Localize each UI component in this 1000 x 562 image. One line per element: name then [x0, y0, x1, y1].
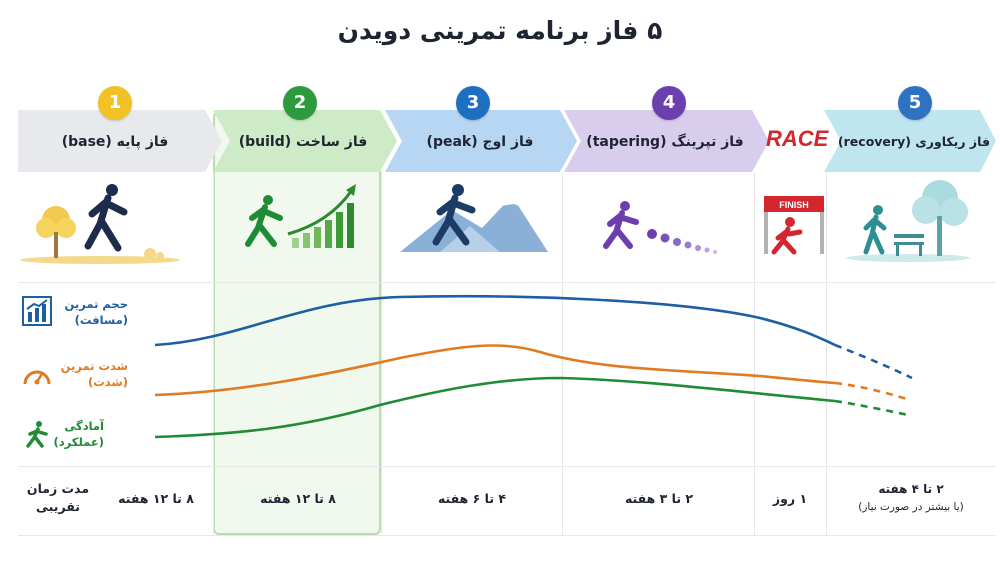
- tapering-illustration: [603, 201, 717, 254]
- phase-arrow-peak: [385, 110, 577, 172]
- duration-race: ۱ روز: [772, 491, 808, 506]
- fitness-curve-projection: [834, 399, 909, 417]
- grid-divider: [754, 172, 755, 536]
- grid-divider: [18, 535, 996, 536]
- runner-icon: [26, 421, 48, 448]
- phase-number-build: 2: [283, 86, 317, 120]
- phase-number-peak: 3: [456, 86, 490, 120]
- duration-peak: ۴ تا ۶ هفته: [437, 491, 507, 506]
- grid-divider: [18, 466, 996, 467]
- intensity-subtitle: (شدت): [87, 375, 128, 389]
- grid-divider: [826, 172, 827, 536]
- speedometer-icon: [23, 370, 51, 385]
- duration-base: ۸ تا ۱۲ هفته: [118, 491, 194, 506]
- duration-recovery-line1: ۲ تا ۴ هفته: [878, 482, 944, 496]
- intensity-title: شدت تمرین: [60, 359, 128, 373]
- phase-illustrations: FINISH: [20, 180, 970, 264]
- recovery-illustration: [846, 180, 970, 262]
- base-illustration: [20, 184, 180, 264]
- intensity-curve: [154, 344, 836, 397]
- phase-arrow-recovery: [824, 110, 996, 172]
- phase-label-tapering: فاز تپرینگ (tapering): [586, 134, 744, 150]
- duration-recovery: ۲ تا ۴ هفته (یا بیشتر در صورت نیاز): [828, 480, 994, 516]
- intensity-label: شدت تمرین (شدت): [56, 358, 128, 390]
- fitness-label: آمادگی (عملکرد): [53, 418, 104, 450]
- build-phase-highlight: [213, 111, 381, 535]
- phase-number-base: 1: [98, 86, 132, 120]
- volume-curve-projection: [834, 343, 913, 380]
- grid-divider: [562, 172, 563, 536]
- grid-divider: [18, 282, 996, 283]
- phase-label-base: فاز پایه (base): [61, 134, 169, 150]
- duration-row-label: مدت زمان تقریبی: [18, 480, 98, 516]
- duration-build: ۸ تا ۱۲ هفته: [260, 491, 336, 506]
- volume-curve: [154, 294, 836, 347]
- phase-number-tapering: 4: [652, 86, 686, 120]
- volume-title: حجم تمرین: [64, 297, 128, 311]
- fitness-subtitle: (عملکرد): [53, 435, 104, 449]
- grid-divider: [381, 172, 382, 536]
- volume-label: حجم تمرین (مسافت): [56, 296, 128, 328]
- phase-arrows: [18, 110, 996, 172]
- duration-label-line1: مدت زمان: [26, 481, 90, 496]
- finish-banner-text: FINISH: [779, 200, 809, 210]
- fitness-title: آمادگی: [64, 419, 104, 433]
- duration-label-line2: تقریبی: [36, 499, 80, 514]
- phase-arrow-build: [213, 110, 397, 172]
- build-illustration: [245, 184, 356, 248]
- phase-label-peak: فاز اوج (peak): [426, 134, 534, 150]
- volume-subtitle: (مسافت): [74, 313, 128, 327]
- fitness-curve: [154, 376, 836, 439]
- duration-recovery-line2: (یا بیشتر در صورت نیاز): [858, 501, 964, 513]
- phase-number-recovery: 5: [898, 86, 932, 120]
- phase-arrow-base: [18, 110, 222, 172]
- peak-illustration: [400, 184, 548, 252]
- race-label: RACE: [766, 126, 829, 151]
- volume-chart-icon: [22, 296, 52, 326]
- duration-tapering: ۲ تا ۳ هفته: [624, 491, 694, 506]
- phase-arrow-tapering: [564, 110, 769, 172]
- grid-divider: [213, 172, 214, 536]
- phase-label-build: فاز ساخت (build): [238, 134, 368, 150]
- race-illustration: FINISH: [764, 196, 824, 255]
- intensity-curve-projection: [834, 381, 911, 402]
- page-title: ۵ فاز برنامه تمرینی دویدن: [337, 16, 663, 45]
- phase-label-recovery: فاز ریکاوری (recovery): [837, 134, 990, 149]
